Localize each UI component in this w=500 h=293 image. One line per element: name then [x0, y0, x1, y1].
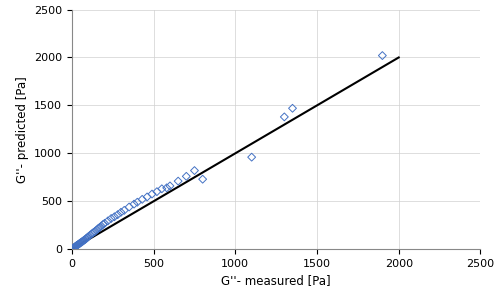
Point [166, 184, 174, 188]
Point [162, 185, 170, 190]
Point [110, 214, 118, 219]
Point [100, 221, 108, 226]
Point [125, 205, 133, 209]
Point [76, 241, 84, 246]
Point [77, 240, 85, 245]
Point [94, 226, 102, 231]
Point [280, 115, 288, 119]
Point [120, 208, 128, 213]
Point [82, 236, 90, 241]
Point [73, 243, 81, 248]
Point [117, 210, 125, 214]
Point [104, 219, 112, 223]
Point [378, 53, 386, 58]
Point [69, 246, 77, 251]
Point [107, 216, 115, 221]
Point [158, 186, 166, 191]
Point [71, 244, 79, 249]
Point [70, 246, 78, 250]
Point [82, 236, 90, 241]
Point [248, 155, 256, 159]
Point [138, 197, 146, 202]
Point [78, 240, 86, 244]
Point [198, 177, 206, 182]
Point [89, 230, 97, 235]
Y-axis label: G''- predicted [Pa]: G''- predicted [Pa] [16, 76, 28, 183]
Point [130, 202, 138, 207]
Point [288, 106, 296, 111]
Point [88, 231, 96, 236]
Point [74, 243, 82, 247]
Point [70, 246, 78, 251]
Point [114, 212, 122, 217]
Point [134, 200, 141, 205]
Point [182, 174, 190, 179]
Point [143, 195, 151, 199]
Point [84, 234, 92, 239]
Point [153, 189, 161, 194]
Point [72, 244, 80, 249]
Point [92, 228, 100, 232]
Point [96, 225, 104, 230]
Point [190, 168, 198, 173]
Point [84, 235, 92, 240]
Point [91, 229, 99, 234]
Point [76, 241, 84, 246]
Point [70, 246, 78, 250]
Point [78, 239, 86, 244]
Point [71, 245, 79, 249]
Point [80, 239, 88, 243]
X-axis label: G''- measured [Pa]: G''- measured [Pa] [222, 275, 331, 287]
Point [80, 238, 88, 242]
Point [98, 224, 106, 228]
Point [81, 237, 89, 242]
Point [74, 242, 82, 246]
Point [72, 243, 80, 248]
Point [174, 179, 182, 183]
Point [148, 192, 156, 196]
Point [99, 222, 107, 227]
Point [72, 244, 80, 248]
Point [86, 233, 94, 238]
Point [70, 245, 78, 250]
